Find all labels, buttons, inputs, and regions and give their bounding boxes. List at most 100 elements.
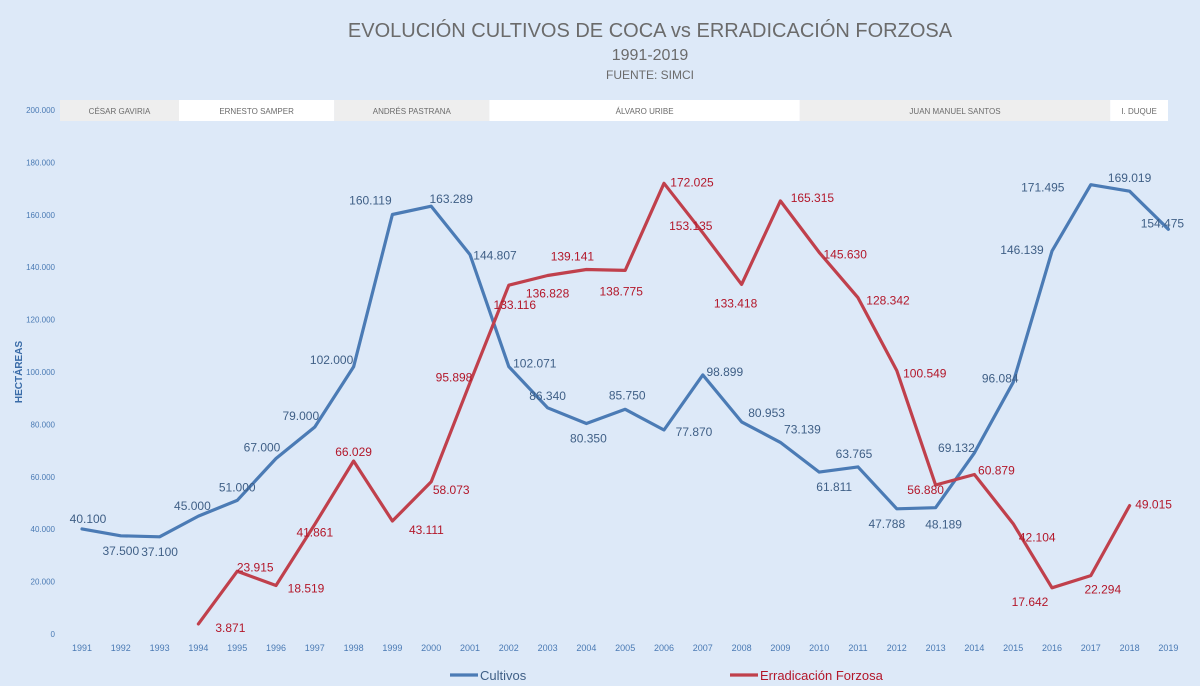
y-tick-label: 80.000 [31, 420, 56, 429]
data-label: 56.880 [907, 483, 944, 497]
data-label: 60.879 [978, 463, 1015, 477]
data-label-group: 40.100 37.500 37.100 45.000 51.000 67.000 79.0… [70, 171, 1185, 635]
data-label: 67.000 [244, 440, 281, 454]
period-band-group: CÉSAR GAVIRIA ERNESTO SAMPER ANDRÉS PASTRA… [60, 100, 1168, 121]
data-label: 51.000 [219, 480, 256, 494]
series-line-cultivos [80, 183, 1170, 539]
data-label: 80.350 [570, 431, 607, 445]
x-tick-label: 2012 [887, 643, 907, 653]
data-label: 47.788 [868, 517, 905, 531]
data-label: 138.775 [600, 284, 644, 298]
data-label: 145.630 [824, 247, 868, 261]
data-label: 144.807 [473, 249, 517, 263]
y-tick-label: 40.000 [31, 525, 56, 534]
period-label: I. DUQUE [1121, 107, 1157, 116]
data-label: 154.475 [1141, 216, 1185, 230]
data-label: 165.315 [791, 191, 835, 205]
data-label: 17.642 [1012, 595, 1049, 609]
legend: Cultivos Erradicación Forzosa [450, 668, 884, 683]
data-label: 171.495 [1021, 181, 1065, 195]
x-tick-label: 2006 [654, 643, 674, 653]
data-label: 3.871 [215, 621, 245, 635]
data-label: 160.119 [349, 193, 392, 207]
data-label: 169.019 [1108, 171, 1152, 185]
data-label: 63.765 [836, 447, 873, 461]
y-tick-label: 60.000 [31, 473, 56, 482]
x-tick-label: 2018 [1120, 643, 1140, 653]
y-tick-label: 20.000 [31, 578, 56, 587]
data-label: 41.861 [296, 525, 333, 539]
x-tick-label: 2017 [1081, 643, 1101, 653]
x-tick-label: 1999 [382, 643, 402, 653]
data-label: 69.132 [938, 441, 975, 455]
data-label: 79.000 [282, 409, 319, 423]
data-label: 61.811 [816, 480, 852, 494]
data-label: 80.953 [748, 406, 785, 420]
x-tick-label: 2013 [926, 643, 946, 653]
y-tick-label: 140.000 [26, 263, 55, 272]
period-label: ERNESTO SAMPER [219, 107, 294, 116]
chart-source: FUENTE: SIMCI [606, 68, 694, 82]
series-line-group [80, 181, 1170, 626]
data-label: 58.073 [433, 483, 470, 497]
period-band [799, 100, 1111, 121]
period-label: CÉSAR GAVIRIA [89, 107, 151, 116]
x-tick-label: 2009 [770, 643, 790, 653]
x-tick-label: 2004 [576, 643, 596, 653]
y-tick-label: 200.000 [26, 106, 55, 115]
data-label: 48.189 [925, 518, 962, 532]
x-tick-label: 1994 [188, 643, 208, 653]
period-label: ANDRÉS PASTRANA [373, 107, 452, 116]
y-tick-label: 120.000 [26, 316, 55, 325]
y-tick-label: 160.000 [26, 211, 55, 220]
chart-subtitle: 1991-2019 [612, 47, 689, 64]
period-band [489, 100, 800, 121]
period-band [179, 100, 335, 121]
x-tick-label: 2001 [460, 643, 480, 653]
data-label: 153.135 [669, 219, 713, 233]
y-tick-group: 0 20.000 40.000 60.000 80.000 100.000 120.000 1… [26, 106, 55, 639]
data-label: 45.000 [174, 499, 211, 513]
data-label: 37.100 [141, 545, 178, 559]
data-label: 96.084 [982, 371, 1019, 385]
x-tick-label: 2016 [1042, 643, 1062, 653]
data-label: 95.898 [436, 371, 473, 385]
data-label: 49.015 [1135, 498, 1172, 512]
data-label: 42.104 [1019, 531, 1056, 545]
x-tick-label: 2019 [1158, 643, 1178, 653]
y-axis-label: HECTÁREAS [12, 341, 25, 404]
x-tick-label: 1991 [72, 643, 92, 653]
data-label: 73.139 [784, 422, 821, 436]
y-tick-label: 100.000 [26, 368, 55, 377]
x-tick-label: 1998 [344, 643, 364, 653]
chart-title: EVOLUCIÓN CULTIVOS DE COCA vs ERRADICACI… [348, 19, 953, 42]
series-line-erradicacion [196, 181, 1132, 626]
x-tick-label: 1992 [111, 643, 131, 653]
data-label: 163.289 [430, 192, 474, 206]
data-label: 66.029 [335, 445, 372, 459]
x-tick-label: 1997 [305, 643, 325, 653]
x-tick-label: 1996 [266, 643, 286, 653]
legend-label: Cultivos [480, 668, 527, 683]
data-label: 23.915 [237, 560, 274, 574]
x-tick-label: 1995 [227, 643, 247, 653]
x-tick-label: 1993 [150, 643, 170, 653]
x-tick-label: 2011 [848, 643, 867, 653]
period-band [1110, 100, 1168, 121]
y-tick-label: 0 [51, 630, 56, 639]
x-tick-label: 2014 [964, 643, 984, 653]
data-label: 128.342 [866, 294, 910, 308]
data-label: 102.071 [513, 357, 557, 371]
x-tick-label: 2010 [809, 643, 829, 653]
data-label: 102.000 [310, 353, 354, 367]
data-label: 40.100 [70, 512, 107, 526]
data-label: 146.139 [1000, 243, 1044, 257]
x-tick-label: 2015 [1003, 643, 1023, 653]
x-tick-label: 2002 [499, 643, 519, 653]
data-label: 77.870 [676, 425, 713, 439]
data-label: 133.116 [494, 298, 537, 312]
legend-label: Erradicación Forzosa [760, 668, 884, 683]
period-band [60, 100, 179, 121]
data-label: 37.500 [102, 544, 139, 558]
period-band [334, 100, 490, 121]
